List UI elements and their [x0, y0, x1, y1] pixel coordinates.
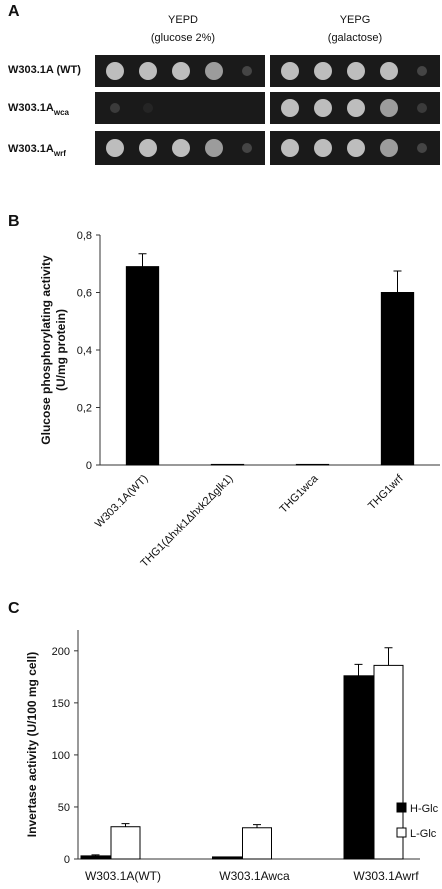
colony-spot — [417, 103, 427, 113]
legend-swatch — [396, 802, 407, 813]
panel-label: A — [8, 3, 20, 20]
x-tick-label: THG1(Δhxk1Δhxk2Δglk1) — [138, 473, 235, 570]
y-tick-label: 0,6 — [77, 288, 92, 300]
bar — [343, 675, 374, 860]
colony-spot — [314, 139, 332, 157]
colony-spot — [281, 139, 299, 157]
y-axis-label: Invertase activity (U/100 mg cell) — [25, 652, 39, 837]
row-label-main: W303.1A — [8, 102, 54, 114]
colony-spot — [380, 139, 398, 157]
error-bar — [253, 824, 261, 828]
bar — [242, 827, 272, 860]
colony-spot — [380, 62, 398, 80]
column-title: YEPG — [340, 14, 371, 26]
colony-spot — [347, 99, 365, 117]
colony-spot — [139, 139, 157, 157]
colony-spot — [205, 62, 223, 80]
colony-spot — [281, 99, 299, 117]
bar — [210, 463, 245, 466]
error-bar — [384, 647, 393, 666]
colony-spot — [281, 62, 299, 80]
plates — [95, 55, 440, 165]
colony-spot — [106, 62, 124, 80]
colony-spot — [205, 139, 223, 157]
error-bar — [138, 253, 147, 267]
error-bar — [91, 854, 100, 856]
colony-spot — [172, 62, 190, 80]
bar — [380, 292, 415, 466]
colony-spot — [242, 66, 252, 76]
error-bar — [354, 663, 363, 676]
colony-spot — [172, 139, 190, 157]
x-tick-label: W303.1Awrf — [353, 869, 419, 883]
y-tick-label: 200 — [52, 646, 70, 658]
y-tick-label: 150 — [52, 698, 70, 710]
colony-spot — [347, 139, 365, 157]
bar — [212, 856, 242, 860]
y-axis-label-line: Glucose phosphorylating activity — [39, 255, 53, 445]
row-label: W303.1Awrf — [8, 143, 66, 158]
y-tick-label: 50 — [58, 802, 70, 814]
column-title: YEPD — [168, 14, 198, 26]
bar — [110, 826, 141, 860]
colony-spot — [143, 103, 153, 113]
legend-swatch — [396, 827, 407, 838]
colony-spot — [417, 143, 427, 153]
row-label: W303.1Awca — [8, 102, 70, 117]
x-tick-label: THG1wrf — [366, 472, 406, 512]
colony-spot — [139, 62, 157, 80]
colony-spot — [347, 62, 365, 80]
x-tick-label: W303.1A(WT) — [85, 869, 161, 883]
column-subtitle: (galactose) — [328, 32, 382, 44]
panel-label: B — [8, 213, 20, 230]
panel-label: C — [8, 600, 20, 617]
x-tick-label: W303.1Awca — [219, 869, 290, 883]
colony-spot — [110, 103, 120, 113]
y-tick-label: 0 — [64, 854, 70, 866]
row-label: W303.1A (WT) — [8, 64, 81, 76]
x-tick-label: W303.1A(WT) — [93, 473, 151, 531]
error-bar — [121, 823, 130, 827]
legend-label: L-Glc — [410, 828, 437, 840]
y-tick-label: 0,8 — [77, 230, 92, 242]
error-bar — [393, 270, 402, 293]
plate — [95, 92, 265, 124]
row-label-main: W303.1A — [8, 143, 54, 155]
column-subtitle: (glucose 2%) — [151, 32, 215, 44]
colony-spot — [242, 143, 252, 153]
bar — [125, 266, 160, 466]
y-axis-label-line: (U/mg protein) — [54, 309, 68, 391]
colony-spot — [314, 99, 332, 117]
legend-label: H-Glc — [410, 803, 439, 815]
colony-spot — [314, 62, 332, 80]
y-tick-label: 0,2 — [77, 403, 92, 415]
colony-spot — [417, 66, 427, 76]
row-label-sub: wca — [53, 108, 70, 117]
bar — [295, 463, 330, 466]
row-label-sub: wrf — [53, 149, 66, 158]
y-tick-label: 0 — [86, 460, 92, 472]
x-tick-label: THG1wca — [278, 472, 322, 516]
y-tick-label: 0,4 — [77, 345, 92, 357]
y-axis-label: Glucose phosphorylating activity(U/mg pr… — [39, 255, 68, 445]
y-tick-label: 100 — [52, 750, 70, 762]
bar — [80, 855, 111, 860]
colony-spot — [380, 99, 398, 117]
colony-spot — [106, 139, 124, 157]
